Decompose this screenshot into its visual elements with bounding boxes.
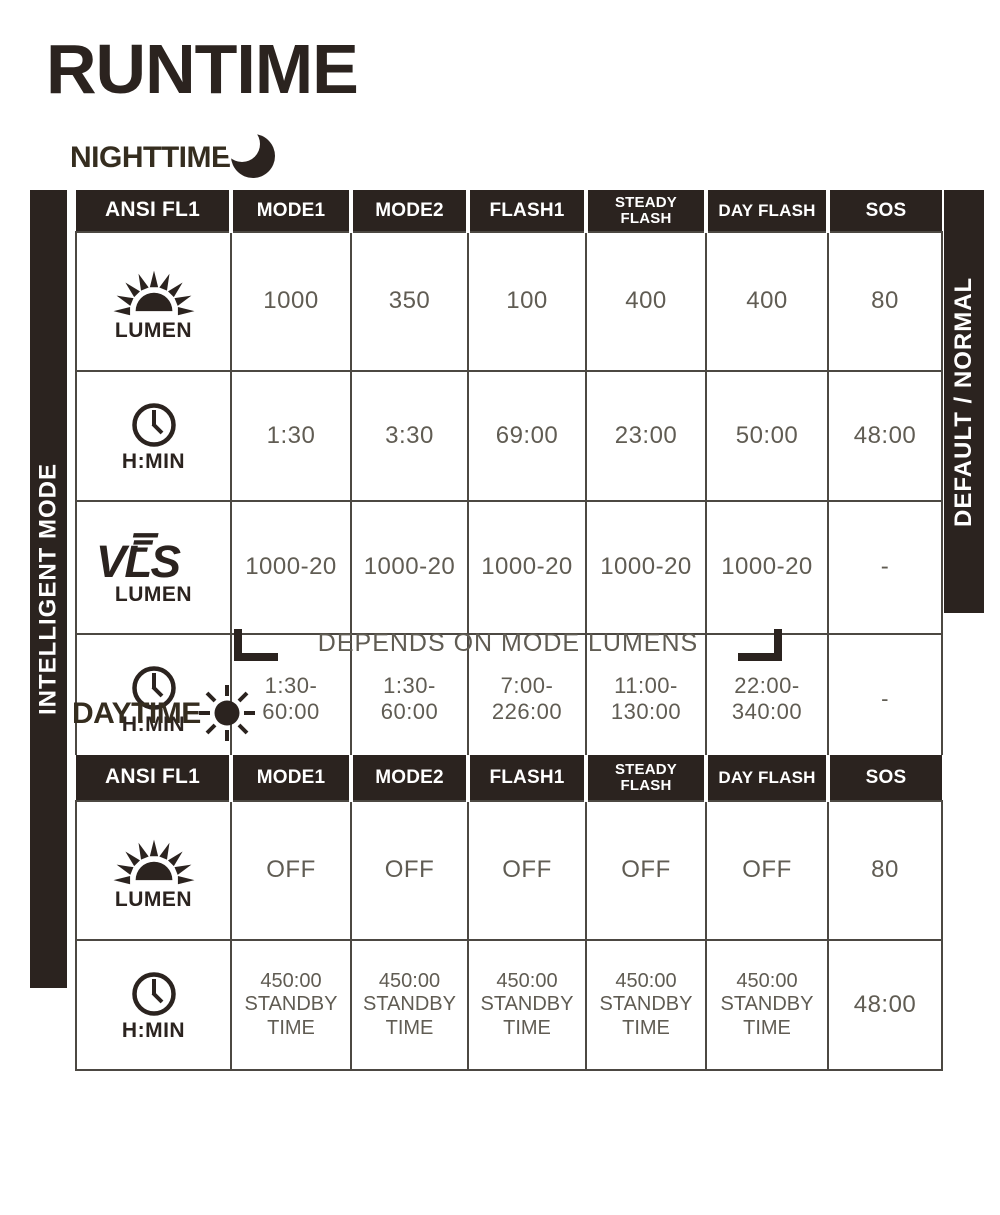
sun-icon bbox=[199, 685, 255, 741]
cell-night-lumen-flash1: 100 bbox=[467, 231, 587, 372]
sun-lumen-icon bbox=[113, 839, 194, 885]
table-row: H:MIN 1:30 3:30 69:00 23:00 50:00 48:00 bbox=[75, 369, 943, 503]
row-header-hmin: H:MIN bbox=[75, 938, 232, 1072]
table-row: H:MIN 450:00 STANDBY TIME 450:00 STANDBY… bbox=[75, 938, 943, 1072]
row-header-lumen: LUMEN bbox=[75, 800, 232, 941]
cell-night-vlshmin-steady: 11:00- 130:00 bbox=[585, 632, 707, 766]
col-header-mode2: MODE2 bbox=[349, 755, 468, 801]
cell-day-hmin-mode2: 450:00 STANDBY TIME bbox=[350, 938, 469, 1072]
cell-night-hmin-sos: 48:00 bbox=[827, 369, 943, 503]
cell-day-lumen-mode1: OFF bbox=[230, 800, 352, 941]
col-header-sos: SOS bbox=[826, 755, 942, 801]
col-header-flash1: FLASH1 bbox=[466, 755, 586, 801]
cell-day-lumen-dayflash: OFF bbox=[705, 800, 829, 941]
cell-night-lumen-sos: 80 bbox=[827, 231, 943, 372]
cell-night-hmin-flash1: 69:00 bbox=[467, 369, 587, 503]
row-header-vls-lumen: VLS LUMEN bbox=[75, 500, 232, 635]
cell-night-vls-dayflash: 1000-20 bbox=[705, 500, 829, 635]
cell-day-hmin-flash1: 450:00 STANDBY TIME bbox=[467, 938, 587, 1072]
col-header-mode2: MODE2 bbox=[349, 190, 468, 232]
col-header-ansi-fl1: ANSI FL1 bbox=[76, 190, 231, 232]
cell-night-hmin-mode2: 3:30 bbox=[350, 369, 469, 503]
col-header-day-flash: DAY FLASH bbox=[704, 755, 828, 801]
cell-night-hmin-mode1: 1:30 bbox=[230, 369, 352, 503]
cell-night-vlshmin-sos: - bbox=[827, 632, 943, 766]
intelligent-mode-sidebar: INTELLIGENT MODE bbox=[30, 190, 67, 988]
cell-night-vlshmin-flash1: 7:00- 226:00 bbox=[467, 632, 587, 766]
cell-night-hmin-steady: 23:00 bbox=[585, 369, 707, 503]
daytime-section-label: DAYTIME bbox=[72, 697, 201, 730]
row-header-hmin: H:MIN bbox=[75, 369, 232, 503]
moon-icon bbox=[226, 128, 275, 178]
cell-night-hmin-dayflash: 50:00 bbox=[705, 369, 829, 503]
clock-icon bbox=[131, 666, 176, 710]
bracket-right-icon bbox=[738, 629, 783, 661]
nighttime-header-row: ANSI FL1 MODE1 MODE2 FLASH1 STEADY FLASH… bbox=[76, 190, 942, 232]
cell-night-vls-mode2: 1000-20 bbox=[350, 500, 469, 635]
mode-lumens-note: DEPENDS ON MODE LUMENS bbox=[75, 620, 941, 666]
cell-night-vls-flash1: 1000-20 bbox=[467, 500, 587, 635]
col-header-flash1: FLASH1 bbox=[466, 190, 586, 232]
cell-day-lumen-mode2: OFF bbox=[350, 800, 469, 941]
cell-night-vls-sos: - bbox=[827, 500, 943, 635]
row-header-lumen: LUMEN bbox=[75, 231, 232, 372]
default-normal-sidebar: DEFAULT / NORMAL bbox=[944, 190, 984, 613]
cell-day-lumen-sos: 80 bbox=[827, 800, 943, 941]
table-row: LUMEN OFF OFF OFF OFF OFF 80 bbox=[75, 800, 943, 941]
cell-day-hmin-steady: 450:00 STANDBY TIME bbox=[585, 938, 707, 1072]
hmin-caption: H:MIN bbox=[121, 713, 186, 737]
col-header-ansi-fl1: ANSI FL1 bbox=[76, 755, 231, 801]
cell-night-lumen-mode1: 1000 bbox=[230, 231, 352, 372]
table-row: H:MIN 1:30- 60:00 1:30- 60:00 7:00- 226:… bbox=[75, 632, 943, 766]
cell-night-lumen-dayflash: 400 bbox=[705, 231, 829, 372]
daytime-header-row: ANSI FL1 MODE1 MODE2 FLASH1 STEADY FLASH… bbox=[76, 755, 942, 801]
col-header-sos: SOS bbox=[826, 190, 942, 232]
table-row: LUMEN 1000 350 100 400 400 80 bbox=[75, 231, 943, 372]
clock-icon bbox=[131, 403, 176, 447]
vls-logo-text: VLS bbox=[95, 536, 181, 583]
lumen-caption: LUMEN bbox=[114, 319, 193, 343]
nighttime-section-label: NIGHTTIME bbox=[70, 141, 231, 174]
col-header-day-flash: DAY FLASH bbox=[704, 190, 828, 232]
cell-night-lumen-mode2: 350 bbox=[350, 231, 469, 372]
daytime-table: ANSI FL1 MODE1 MODE2 FLASH1 STEADY FLASH… bbox=[75, 755, 943, 1072]
vls-logo: VLS bbox=[95, 532, 183, 583]
hmin-caption: H:MIN bbox=[121, 1018, 186, 1042]
cell-night-lumen-steady: 400 bbox=[585, 231, 707, 372]
page-title: RUNTIME bbox=[46, 30, 359, 108]
bracket-left-icon bbox=[233, 629, 278, 661]
col-header-steady-flash: STEADY FLASH bbox=[584, 190, 706, 232]
nighttime-table: ANSI FL1 MODE1 MODE2 FLASH1 STEADY FLASH… bbox=[75, 190, 943, 766]
cell-day-hmin-mode1: 450:00 STANDBY TIME bbox=[230, 938, 352, 1072]
clock-icon bbox=[131, 972, 176, 1016]
cell-day-hmin-dayflash: 450:00 STANDBY TIME bbox=[705, 938, 829, 1072]
row-header-hmin: H:MIN bbox=[75, 632, 232, 766]
cell-day-lumen-flash1: OFF bbox=[467, 800, 587, 941]
lumen-caption: LUMEN bbox=[114, 582, 193, 606]
table-row: VLS LUMEN 1000-20 1000-20 1000-20 1000-2… bbox=[75, 500, 943, 635]
col-header-mode1: MODE1 bbox=[229, 755, 351, 801]
col-header-mode1: MODE1 bbox=[229, 190, 351, 232]
sun-lumen-icon bbox=[113, 270, 194, 316]
cell-day-lumen-steady: OFF bbox=[585, 800, 707, 941]
col-header-steady-flash: STEADY FLASH bbox=[584, 755, 706, 801]
cell-day-hmin-sos: 48:00 bbox=[827, 938, 943, 1072]
cell-night-vls-steady: 1000-20 bbox=[585, 500, 707, 635]
note-text: DEPENDS ON MODE LUMENS bbox=[317, 628, 699, 657]
hmin-caption: H:MIN bbox=[121, 449, 186, 473]
cell-night-vls-mode1: 1000-20 bbox=[230, 500, 352, 635]
lumen-caption: LUMEN bbox=[114, 888, 193, 912]
